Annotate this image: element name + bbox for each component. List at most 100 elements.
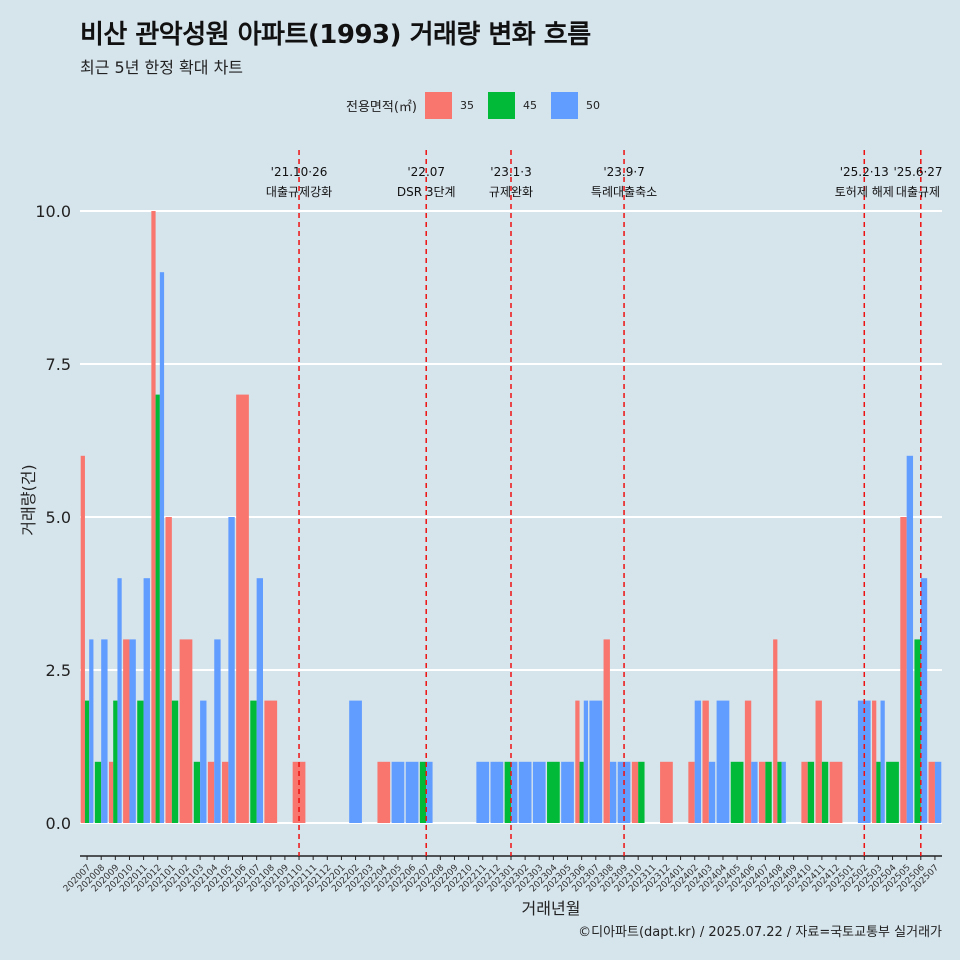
bar-45-202411 bbox=[821, 761, 829, 823]
event-label: 특례대출축소 bbox=[591, 185, 657, 199]
bar-50-202408 bbox=[781, 761, 786, 823]
legend-label-50: 50 bbox=[585, 99, 600, 112]
bar-35-202505 bbox=[900, 517, 907, 823]
bar-35-202408 bbox=[773, 639, 778, 823]
y-axis-title: 거래량(건) bbox=[19, 464, 38, 535]
event-label: 토허제 해제 bbox=[835, 185, 894, 199]
legend-title: 전용면적(㎡) bbox=[346, 100, 417, 115]
y-tick-label: 7.5 bbox=[46, 355, 71, 374]
bar-35-202411 bbox=[815, 700, 822, 823]
bar-50-202305 bbox=[561, 761, 574, 823]
bar-45-202410 bbox=[807, 761, 815, 823]
bar-35-202407 bbox=[759, 761, 766, 823]
bar-45-202301 bbox=[504, 761, 511, 823]
bar-45-202009 bbox=[113, 700, 118, 823]
bar-35-202009 bbox=[108, 761, 114, 823]
bar-50-202503 bbox=[880, 700, 885, 823]
bar-45-202008 bbox=[94, 761, 102, 823]
x-axis-title: 거래년월 bbox=[522, 899, 581, 918]
bar-50-202104 bbox=[214, 639, 221, 823]
bar-35-202102 bbox=[179, 639, 193, 823]
bar-45-202405 bbox=[730, 761, 744, 823]
legend-key-35 bbox=[424, 92, 452, 119]
y-tick-label: 10.0 bbox=[35, 202, 71, 221]
bar-50-202010 bbox=[129, 639, 136, 823]
bar-50-202303 bbox=[532, 761, 546, 823]
bar-50-202207 bbox=[426, 761, 433, 823]
bar-35-202306 bbox=[575, 700, 580, 823]
bar-50-202007 bbox=[89, 639, 94, 823]
bar-35-202204 bbox=[377, 761, 391, 823]
bar-45-202506 bbox=[914, 639, 921, 823]
y-tick-label: 0.0 bbox=[46, 814, 71, 833]
source-caption: ©디아파트(dapt.kr) / 2025.07.22 / 자료=국토교통부 실… bbox=[578, 925, 942, 940]
event-date: '22.07 bbox=[407, 165, 445, 179]
bar-35-202308 bbox=[603, 639, 610, 823]
bar-35-202310 bbox=[631, 761, 639, 823]
bar-50-202406 bbox=[751, 761, 758, 823]
y-tick-label: 5.0 bbox=[46, 508, 71, 527]
bar-50-202403 bbox=[708, 761, 716, 823]
bar-35-202402 bbox=[688, 761, 695, 823]
bar-50-202506 bbox=[920, 578, 928, 823]
legend-key-45 bbox=[487, 92, 515, 119]
bar-45-202310 bbox=[638, 761, 645, 823]
bar-35-202105 bbox=[222, 761, 229, 823]
bar-45-202306 bbox=[579, 761, 584, 823]
bar-50-202307 bbox=[589, 700, 603, 823]
bar-50-202205 bbox=[391, 761, 405, 823]
legend-key-50 bbox=[550, 92, 578, 119]
bar-45-202207 bbox=[419, 761, 427, 823]
bar-35-202507 bbox=[928, 761, 935, 823]
bar-45-202107 bbox=[250, 700, 257, 823]
legend-label-45: 45 bbox=[522, 99, 537, 112]
bar-35-202503 bbox=[872, 700, 877, 823]
bar-50-202009 bbox=[117, 578, 122, 823]
chart-subtitle: 최근 5년 한정 확대 차트 bbox=[80, 58, 244, 77]
event-label: 대출규제 bbox=[896, 185, 940, 199]
bar-35-202403 bbox=[702, 700, 709, 823]
bar-35-202012 bbox=[151, 211, 156, 823]
bar-50-202507 bbox=[934, 761, 942, 823]
bar-50-202502 bbox=[857, 700, 871, 823]
event-label: 규제완화 bbox=[489, 185, 533, 199]
bar-35-202007 bbox=[80, 455, 85, 823]
bar-35-202108 bbox=[264, 700, 278, 823]
legend-item-50: 50 bbox=[550, 92, 600, 119]
bar-45-202012 bbox=[155, 394, 160, 823]
bar-50-202107 bbox=[256, 578, 263, 823]
bar-45-202504 bbox=[886, 761, 899, 823]
bar-50-202308 bbox=[609, 761, 617, 823]
bar-50-202202 bbox=[349, 700, 362, 823]
bar-50-202505 bbox=[906, 455, 914, 823]
bar-50-202301 bbox=[511, 761, 518, 823]
legend-item-35: 35 bbox=[424, 92, 474, 119]
legend-item-45: 45 bbox=[487, 92, 537, 119]
legend-label-35: 35 bbox=[459, 99, 474, 112]
event-date: '25.6·27 bbox=[893, 165, 942, 179]
bar-45-202101 bbox=[171, 700, 179, 823]
bar-35-202406 bbox=[744, 700, 752, 823]
bar-45-202503 bbox=[876, 761, 881, 823]
bar-50-202402 bbox=[694, 700, 702, 823]
event-date: '23.9·7 bbox=[603, 165, 644, 179]
bar-45-202407 bbox=[765, 761, 772, 823]
bar-45-202103 bbox=[193, 761, 201, 823]
legend: 전용면적(㎡) 35 45 50 bbox=[0, 92, 960, 119]
bar-45-202011 bbox=[137, 700, 144, 823]
bar-50-202206 bbox=[405, 761, 419, 823]
bar-50-202306 bbox=[583, 700, 589, 823]
event-label: 대출규제강화 bbox=[266, 185, 332, 199]
bar-50-202212 bbox=[490, 761, 504, 823]
bar-50-202011 bbox=[143, 578, 150, 823]
bar-45-202007 bbox=[84, 700, 90, 823]
bar-50-202302 bbox=[518, 761, 532, 823]
bar-45-202408 bbox=[777, 761, 782, 823]
event-label: DSR 3단계 bbox=[397, 185, 456, 199]
bar-35-202106 bbox=[236, 394, 249, 823]
bar-35-202101 bbox=[165, 517, 172, 823]
bar-50-202008 bbox=[101, 639, 108, 823]
bar-35-202104 bbox=[207, 761, 215, 823]
bar-35-202010 bbox=[123, 639, 130, 823]
